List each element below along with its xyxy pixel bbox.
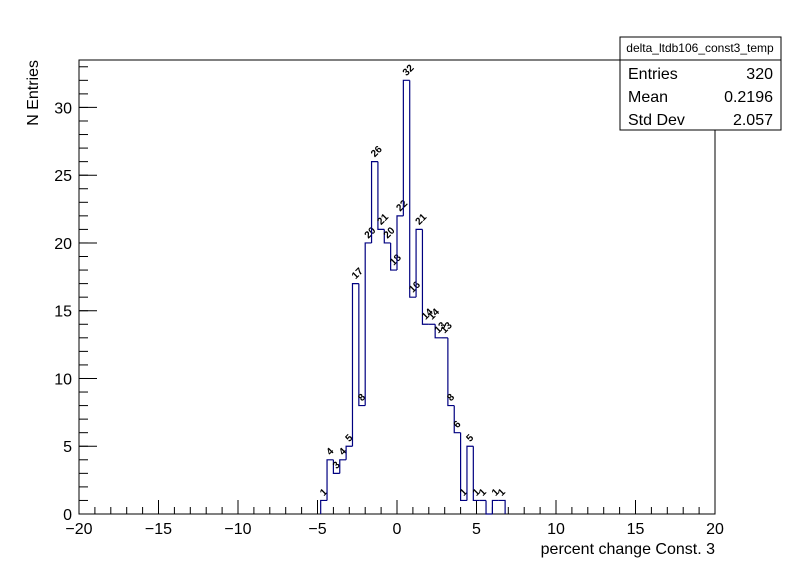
x-tick-label: −5 xyxy=(308,521,326,538)
y-tick-label: 20 xyxy=(54,236,72,253)
histogram-bin xyxy=(453,405,461,434)
x-tick-label: 10 xyxy=(547,521,565,538)
histogram-bin xyxy=(351,283,359,447)
histogram-bin xyxy=(345,445,353,460)
stats-title: delta_ltdb106_const3_temp xyxy=(626,41,774,55)
histogram-bin xyxy=(402,79,410,216)
stats-label: Std Dev xyxy=(628,112,685,129)
histogram-bin xyxy=(447,337,455,407)
stats-value: 320 xyxy=(746,66,773,83)
stats-label: Entries xyxy=(628,66,678,83)
y-tick-label: 25 xyxy=(54,168,72,185)
histogram-bin xyxy=(415,228,423,298)
y-tick-label: 0 xyxy=(63,507,72,524)
y-tick-label: 15 xyxy=(54,304,72,321)
x-tick-label: −10 xyxy=(224,521,251,538)
histogram-bin xyxy=(396,215,404,271)
histogram-bin xyxy=(491,499,499,514)
histogram-bin xyxy=(377,161,385,231)
histogram-bin xyxy=(472,446,480,502)
histogram-bin xyxy=(332,459,340,474)
y-tick-label: 30 xyxy=(54,100,72,117)
x-tick-label: 15 xyxy=(627,521,645,538)
stats-value: 0.2196 xyxy=(724,89,773,106)
histogram-bin xyxy=(364,242,372,406)
histogram-bin xyxy=(320,499,328,514)
histogram-bin xyxy=(466,445,474,501)
x-tick-label: 20 xyxy=(706,521,724,538)
x-tick-label: 5 xyxy=(472,521,481,538)
histogram-bin xyxy=(326,459,334,501)
histogram-bin xyxy=(409,80,417,298)
y-tick-label: 5 xyxy=(63,439,72,456)
x-axis-label: percent change Const. 3 xyxy=(541,541,715,558)
histogram-bin xyxy=(370,161,378,243)
histogram-bin xyxy=(339,459,347,474)
x-tick-label: −20 xyxy=(65,521,92,538)
histogram-bin xyxy=(434,324,442,339)
stats-value: 2.057 xyxy=(733,112,773,129)
histogram-bin xyxy=(460,432,467,502)
stats-box xyxy=(619,36,782,131)
histogram-bin xyxy=(358,283,366,407)
y-axis-label: N Entries xyxy=(25,60,42,126)
x-tick-label: 0 xyxy=(393,521,402,538)
y-tick-label: 10 xyxy=(54,371,72,388)
x-tick-label: −15 xyxy=(145,521,172,538)
histogram-bin xyxy=(390,242,397,271)
histogram-bin xyxy=(498,499,506,514)
stats-label: Mean xyxy=(628,89,668,106)
histogram-bin xyxy=(421,229,429,325)
histogram-bin xyxy=(383,229,391,244)
histogram-bin xyxy=(485,500,493,515)
